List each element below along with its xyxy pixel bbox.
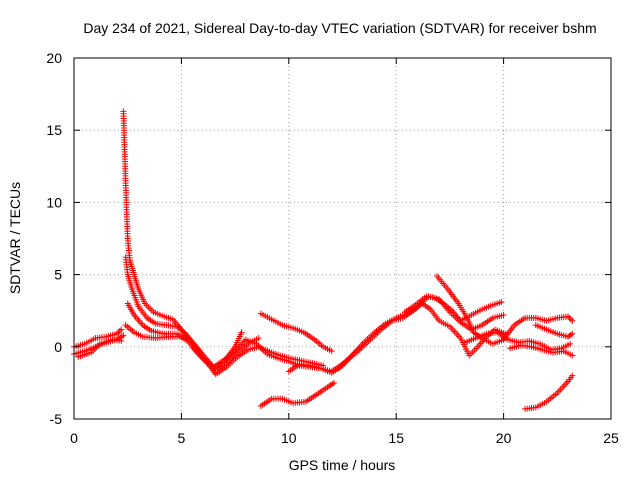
data-point [328,348,335,355]
x-tick-label: 25 [603,430,619,446]
y-tick-label: -5 [50,411,63,427]
x-axis-label: GPS time / hours [289,457,396,473]
y-tick-label: 15 [46,122,62,138]
data-point [500,312,507,319]
data-point [113,330,120,337]
chart-title: Day 234 of 2021, Sidereal Day-to-day VTE… [83,20,596,36]
data-point [567,316,574,323]
plot-frame [73,57,612,420]
series-arc-early-high [75,336,125,360]
data-point [567,340,574,347]
grid [74,58,611,419]
y-axis-label: SDTVAR / TECUs [7,182,23,294]
series-arc-hump [401,293,505,324]
x-tick-label: 15 [388,430,404,446]
data-point [255,335,262,342]
data-point [330,379,337,386]
data-layer [71,108,576,412]
x-tick-label: 5 [178,430,186,446]
data-point [566,314,573,321]
x-tick-label: 20 [496,430,512,446]
series-arc-early-mid [71,326,125,350]
series-arc-mid-lower [257,379,337,410]
data-point [238,329,245,336]
y-tick-label: 5 [54,267,62,283]
y-tick-label: 0 [54,339,62,355]
data-point [567,331,574,338]
series-arc-late-d [532,322,576,340]
data-point [569,352,576,359]
data-point [116,327,123,334]
data-point [120,332,127,339]
data-point [569,372,576,379]
x-tick-label: 0 [70,430,78,446]
data-point [565,313,572,320]
data-point [569,330,576,337]
ticks: 0 5 10 15 20 25 -5 0 5 10 15 20 [46,50,619,446]
x-tick-label: 10 [281,430,297,446]
y-tick-label: 10 [46,194,62,210]
data-point [569,317,576,324]
data-point [118,338,125,345]
series-arc-rise-2 [335,300,509,372]
data-point [498,299,505,306]
y-tick-label: 20 [46,50,62,66]
series-arc-mid-upper [257,310,335,355]
data-point [186,336,193,343]
series-arc-flat-low [122,322,193,343]
series-arc-mid-tail [189,336,346,375]
data-point [118,326,125,333]
series-arc-late-c [507,342,576,359]
data-point [115,329,122,336]
series-arc-late-low [522,372,576,412]
